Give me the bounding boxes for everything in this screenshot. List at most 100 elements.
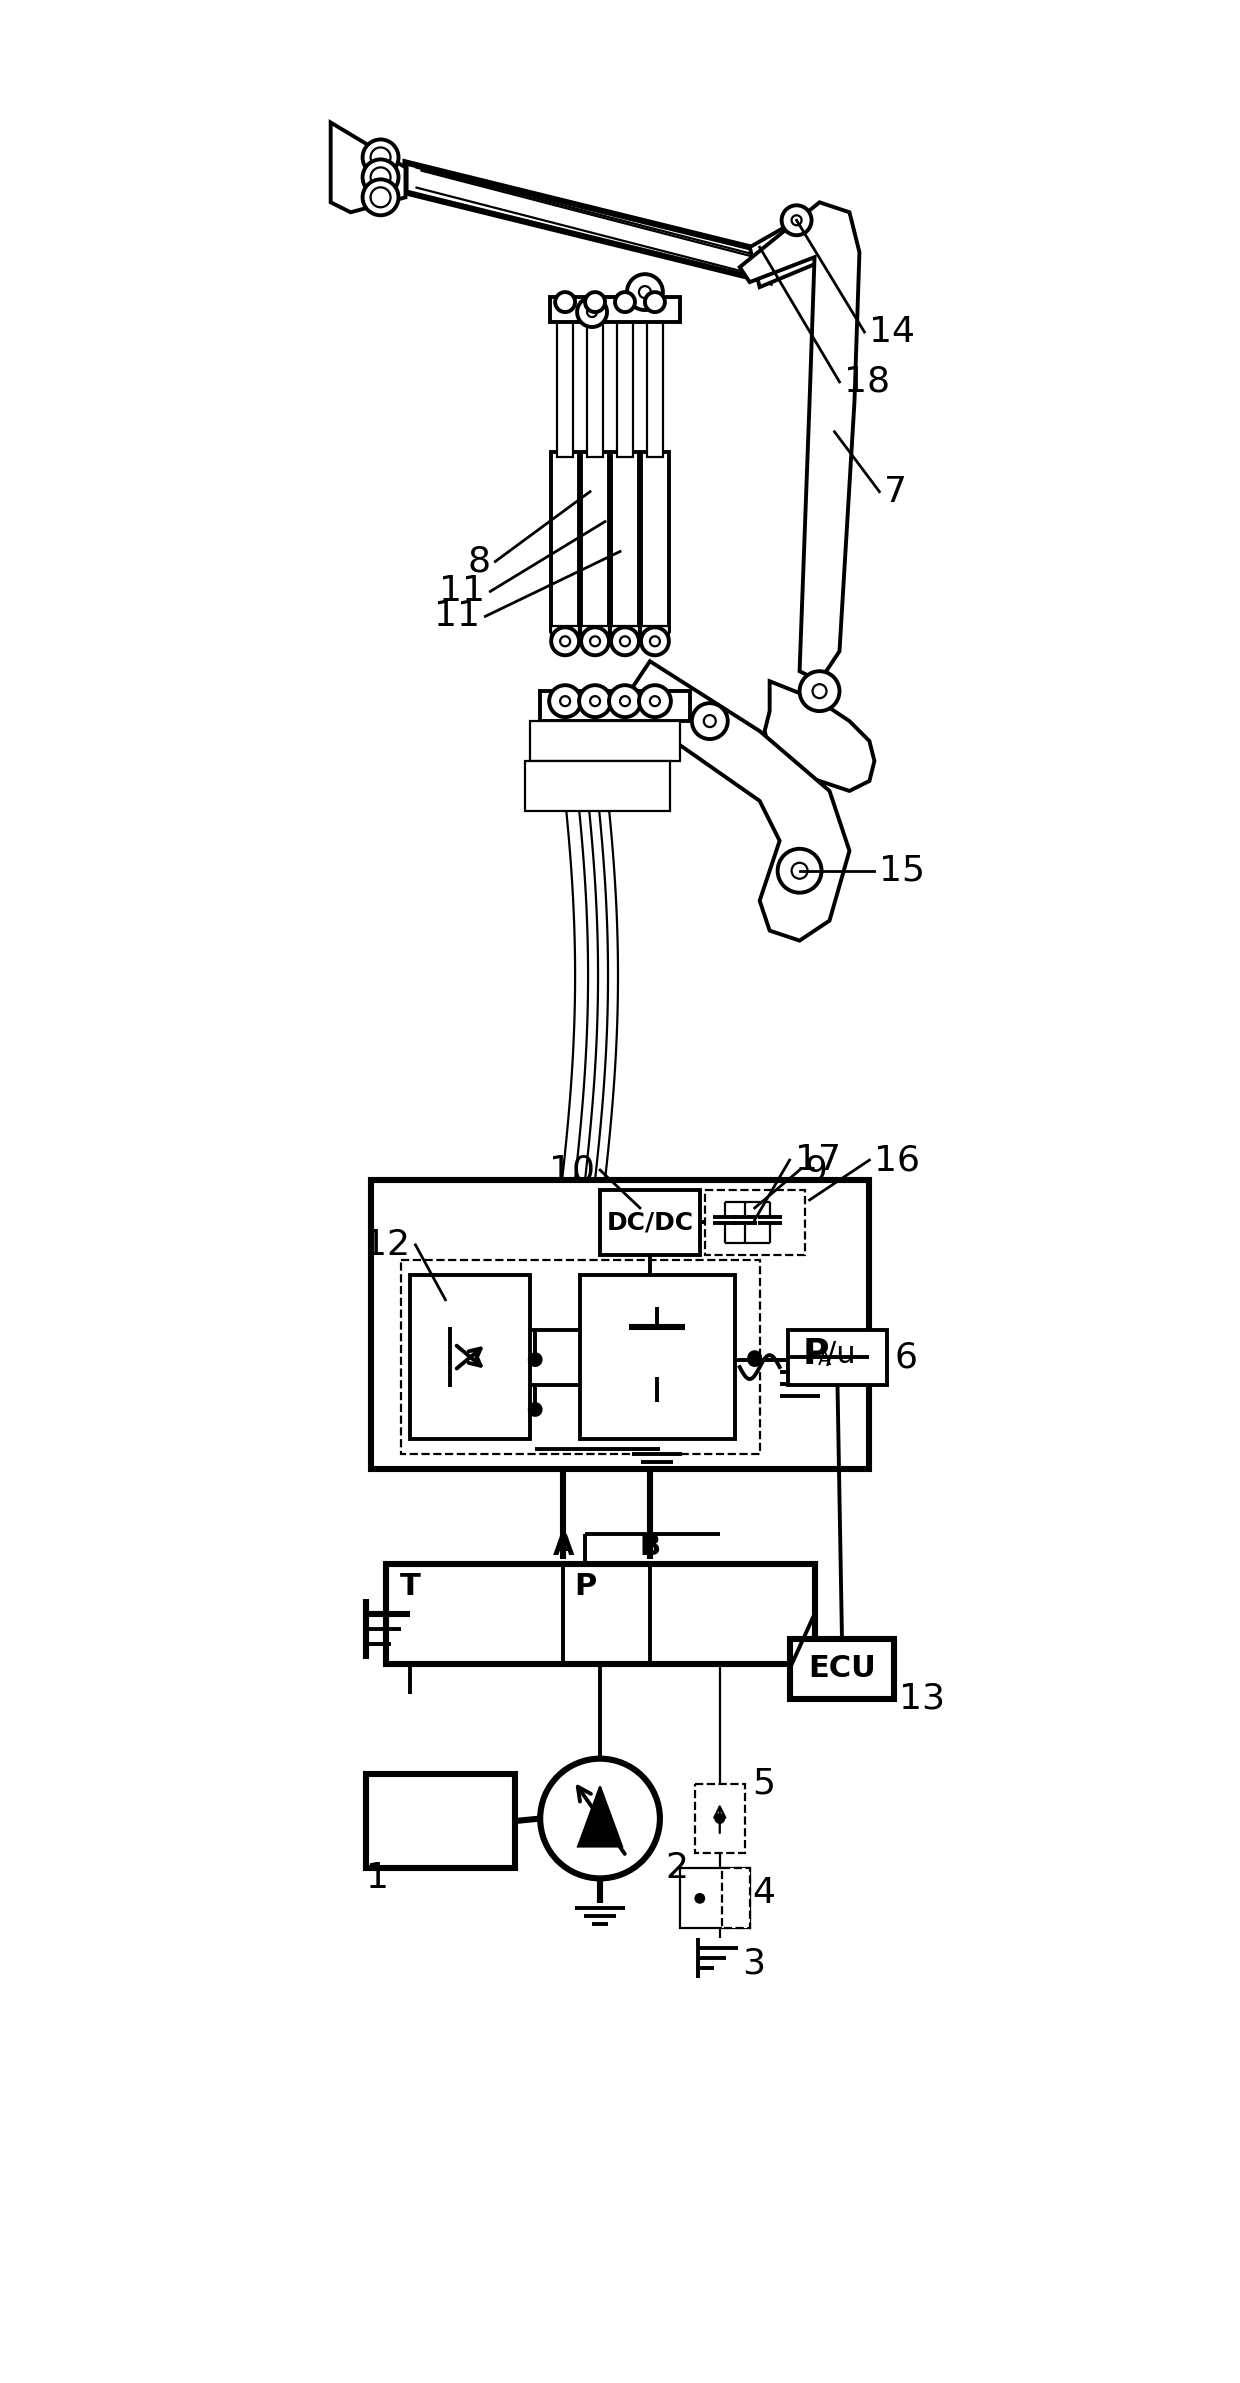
Circle shape (615, 293, 635, 312)
Text: T: T (401, 1570, 420, 1601)
Polygon shape (740, 203, 859, 682)
Text: 12: 12 (365, 1227, 410, 1263)
Circle shape (371, 148, 391, 167)
Circle shape (650, 696, 660, 705)
Bar (704, 1189, 805, 1256)
Polygon shape (531, 722, 680, 760)
Text: A: A (817, 1349, 831, 1368)
Bar (680, 1868, 750, 1928)
Polygon shape (750, 207, 830, 286)
Circle shape (620, 696, 630, 705)
Text: ECU: ECU (808, 1654, 875, 1682)
Polygon shape (551, 298, 680, 322)
Circle shape (639, 686, 671, 717)
Circle shape (362, 141, 398, 176)
Bar (410, 1275, 531, 1439)
Bar (401, 1261, 760, 1454)
Circle shape (577, 298, 608, 326)
Circle shape (749, 1351, 760, 1363)
Circle shape (362, 179, 398, 214)
Text: 9: 9 (805, 1153, 827, 1187)
Text: 2: 2 (665, 1852, 688, 1885)
Circle shape (560, 696, 570, 705)
Polygon shape (526, 760, 670, 810)
Circle shape (641, 627, 668, 655)
Bar (582, 627, 609, 639)
Circle shape (812, 684, 827, 698)
Text: 7: 7 (884, 474, 908, 508)
Circle shape (560, 636, 570, 646)
Bar (600, 1189, 699, 1256)
Bar (551, 627, 579, 639)
Text: 1: 1 (366, 1861, 388, 1894)
Polygon shape (331, 122, 405, 212)
Circle shape (704, 715, 715, 727)
Circle shape (650, 636, 660, 646)
Text: DC/DC: DC/DC (606, 1211, 693, 1234)
Bar (371, 1180, 869, 1470)
Text: 16: 16 (874, 1144, 920, 1177)
Circle shape (620, 636, 630, 646)
Text: 4: 4 (753, 1875, 776, 1911)
Circle shape (749, 1354, 760, 1365)
Circle shape (551, 627, 579, 655)
Circle shape (541, 1759, 660, 1878)
Circle shape (529, 1354, 541, 1365)
Circle shape (582, 627, 609, 655)
Circle shape (611, 627, 639, 655)
Text: /u: /u (826, 1339, 856, 1368)
Text: 8: 8 (467, 543, 490, 579)
Circle shape (800, 672, 839, 710)
Circle shape (696, 1894, 704, 1902)
Circle shape (639, 286, 651, 298)
Polygon shape (630, 1327, 686, 1377)
Bar (611, 453, 639, 631)
Bar (551, 453, 579, 631)
Text: 18: 18 (844, 365, 890, 398)
Bar (582, 453, 609, 631)
Text: 13: 13 (899, 1682, 945, 1716)
Bar (647, 312, 663, 458)
Text: 17: 17 (795, 1144, 841, 1177)
Circle shape (585, 293, 605, 312)
Text: 15: 15 (879, 853, 925, 889)
Polygon shape (630, 660, 849, 941)
Bar (641, 627, 668, 639)
Polygon shape (405, 162, 770, 281)
Circle shape (781, 205, 811, 236)
Circle shape (371, 188, 391, 207)
Polygon shape (578, 1787, 622, 1847)
Circle shape (362, 160, 398, 195)
Text: 10: 10 (549, 1153, 595, 1187)
Circle shape (791, 863, 807, 879)
Polygon shape (765, 682, 874, 791)
Circle shape (549, 686, 582, 717)
Circle shape (579, 686, 611, 717)
Text: 11: 11 (434, 601, 480, 634)
Text: 14: 14 (869, 315, 915, 348)
Text: B: B (640, 1532, 661, 1561)
Circle shape (791, 214, 801, 226)
Circle shape (371, 167, 391, 188)
Bar (641, 453, 668, 631)
Bar (386, 1563, 815, 1663)
Bar (722, 1868, 750, 1928)
Circle shape (609, 686, 641, 717)
Circle shape (556, 293, 575, 312)
Bar (790, 1640, 894, 1699)
Circle shape (627, 274, 663, 310)
Circle shape (587, 307, 596, 317)
Bar (618, 312, 632, 458)
Text: P: P (574, 1570, 596, 1601)
Text: 11: 11 (439, 574, 485, 608)
Text: 5: 5 (753, 1766, 776, 1802)
Circle shape (692, 703, 728, 739)
Bar (787, 1330, 888, 1385)
Circle shape (715, 1813, 724, 1823)
Text: 3: 3 (742, 1947, 765, 1980)
Bar (611, 627, 639, 639)
Text: A: A (552, 1532, 574, 1561)
Circle shape (529, 1404, 541, 1416)
Polygon shape (541, 691, 689, 722)
Circle shape (590, 636, 600, 646)
